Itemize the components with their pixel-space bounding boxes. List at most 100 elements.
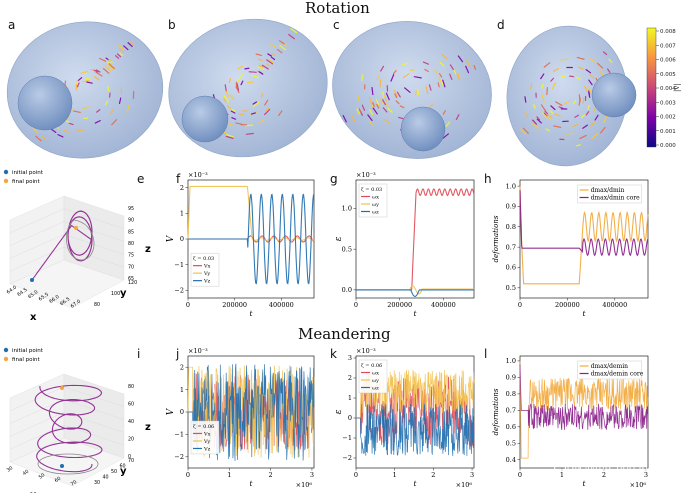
flow-arrow bbox=[276, 48, 283, 54]
flow-arrow bbox=[536, 116, 541, 121]
flow-arrow bbox=[271, 52, 276, 57]
flow-arrow bbox=[553, 125, 562, 128]
y-axis-label: V bbox=[166, 234, 176, 242]
flow-arrow bbox=[455, 114, 460, 121]
trajectory-path bbox=[34, 384, 103, 473]
flow-arrow bbox=[94, 120, 101, 124]
flow-arrow bbox=[270, 56, 276, 61]
legend-entry: Vy bbox=[203, 439, 210, 445]
flow-arrow bbox=[50, 128, 57, 133]
flow-arrow bbox=[520, 128, 527, 135]
flow-arrow bbox=[255, 53, 263, 57]
y-tick-label: 0 bbox=[348, 414, 352, 422]
flow-arrow bbox=[598, 69, 605, 77]
grid-line bbox=[63, 208, 125, 229]
series-line-fy bbox=[187, 185, 315, 241]
chart-h: 0 200000 400000 0.5 0.6 0.7 0.8 0.9 1.0 t deformat… bbox=[492, 179, 649, 318]
flow-arrow bbox=[465, 59, 471, 68]
flow-arrow bbox=[245, 132, 254, 135]
flow-arrow bbox=[543, 62, 551, 68]
flow-arrow bbox=[65, 119, 70, 123]
flow-arrow bbox=[445, 121, 451, 127]
grid-line bbox=[9, 412, 65, 437]
x-axis-name: x bbox=[30, 490, 37, 493]
x-tick-label: 64.0 bbox=[6, 285, 18, 296]
flow-arrow bbox=[550, 77, 555, 82]
flow-arrow bbox=[382, 91, 385, 98]
flow-arrow bbox=[563, 100, 571, 105]
flow-arrow bbox=[584, 85, 588, 92]
y-tick-label: 0.8 bbox=[506, 223, 516, 231]
flow-arrow bbox=[126, 104, 130, 113]
flow-arrow bbox=[409, 69, 415, 71]
flow-arrow bbox=[226, 122, 234, 126]
flow-arrow bbox=[438, 73, 443, 78]
flow-arrow bbox=[123, 45, 129, 51]
y-tick-label: 1.0 bbox=[506, 182, 516, 190]
grid-line bbox=[9, 425, 65, 450]
flow-arrow bbox=[382, 107, 388, 113]
flow-arrow bbox=[288, 33, 295, 40]
x-tick-label: 66.0 bbox=[48, 294, 60, 305]
flow-arrow bbox=[258, 64, 264, 68]
flow-arrow bbox=[95, 71, 103, 77]
flow-arrow bbox=[35, 135, 42, 142]
pane-floor bbox=[9, 437, 125, 487]
z-tick-label: 95 bbox=[128, 206, 134, 212]
y-tick-label: 1 bbox=[348, 394, 352, 402]
flow-arrow bbox=[572, 124, 579, 128]
flow-arrow bbox=[555, 101, 563, 106]
colorbar: 0.008 0.007 0.006 0.005 0.004 0.003 0.002 0.001… bbox=[646, 27, 681, 149]
x-tick-label: 1 bbox=[227, 471, 231, 479]
x-tick-label: 400000 bbox=[269, 301, 294, 309]
x-axis-label: t bbox=[413, 309, 417, 318]
flow-arrow bbox=[361, 74, 364, 82]
z-tick-label: 20 bbox=[128, 437, 134, 443]
flow-arrow bbox=[236, 65, 244, 70]
legend-entry: Vy bbox=[203, 271, 210, 277]
watermark: CSDN @m0_68896128 bbox=[553, 462, 667, 473]
flow-arrow bbox=[104, 65, 112, 72]
legend-entry: ωx bbox=[372, 195, 379, 201]
flow-arrow bbox=[127, 42, 133, 48]
flow-arrow bbox=[524, 96, 527, 103]
flow-arrow bbox=[380, 65, 385, 72]
y-tick-label: 70 bbox=[128, 458, 134, 464]
colorbar-tick-label: 0.007 bbox=[660, 43, 676, 49]
flow-arrow bbox=[437, 82, 440, 88]
flow-arrow bbox=[549, 110, 554, 114]
flow-arrow bbox=[398, 116, 405, 120]
flow-arrow bbox=[587, 104, 590, 110]
y-axis-name: y bbox=[120, 288, 127, 299]
flow-arrow bbox=[578, 97, 581, 106]
legend-title: ζ = 0.06 bbox=[361, 363, 382, 369]
legend-entry: ωz bbox=[372, 386, 379, 392]
flow-arrow bbox=[590, 121, 596, 127]
legend-entry: dmax/demin bbox=[591, 363, 629, 370]
flow-arrow bbox=[428, 84, 432, 91]
flow-arrow bbox=[579, 134, 587, 140]
legend-entry: ωx bbox=[372, 371, 379, 377]
flow-arrow bbox=[582, 124, 588, 129]
flow-arrow bbox=[569, 75, 575, 78]
y-tick-label: 50 bbox=[111, 469, 117, 475]
flow-arrow bbox=[76, 82, 80, 88]
flow-arrow bbox=[251, 74, 260, 79]
flow-arrow bbox=[265, 107, 270, 112]
flow-arrow bbox=[560, 58, 569, 61]
pane-floor bbox=[9, 259, 125, 309]
flow-arrow bbox=[440, 53, 448, 60]
flow-arrow bbox=[118, 48, 125, 53]
flow-arrow bbox=[236, 82, 240, 91]
legend-entry: Vz bbox=[203, 446, 211, 452]
y-tick-label: −2 bbox=[174, 287, 184, 295]
flow-arrow bbox=[290, 28, 298, 34]
legend-entry: dmax/demin core bbox=[591, 371, 644, 378]
flow-arrow bbox=[252, 101, 258, 105]
flow-arrow bbox=[458, 73, 461, 79]
x-tick-label: 66.5 bbox=[59, 296, 71, 307]
